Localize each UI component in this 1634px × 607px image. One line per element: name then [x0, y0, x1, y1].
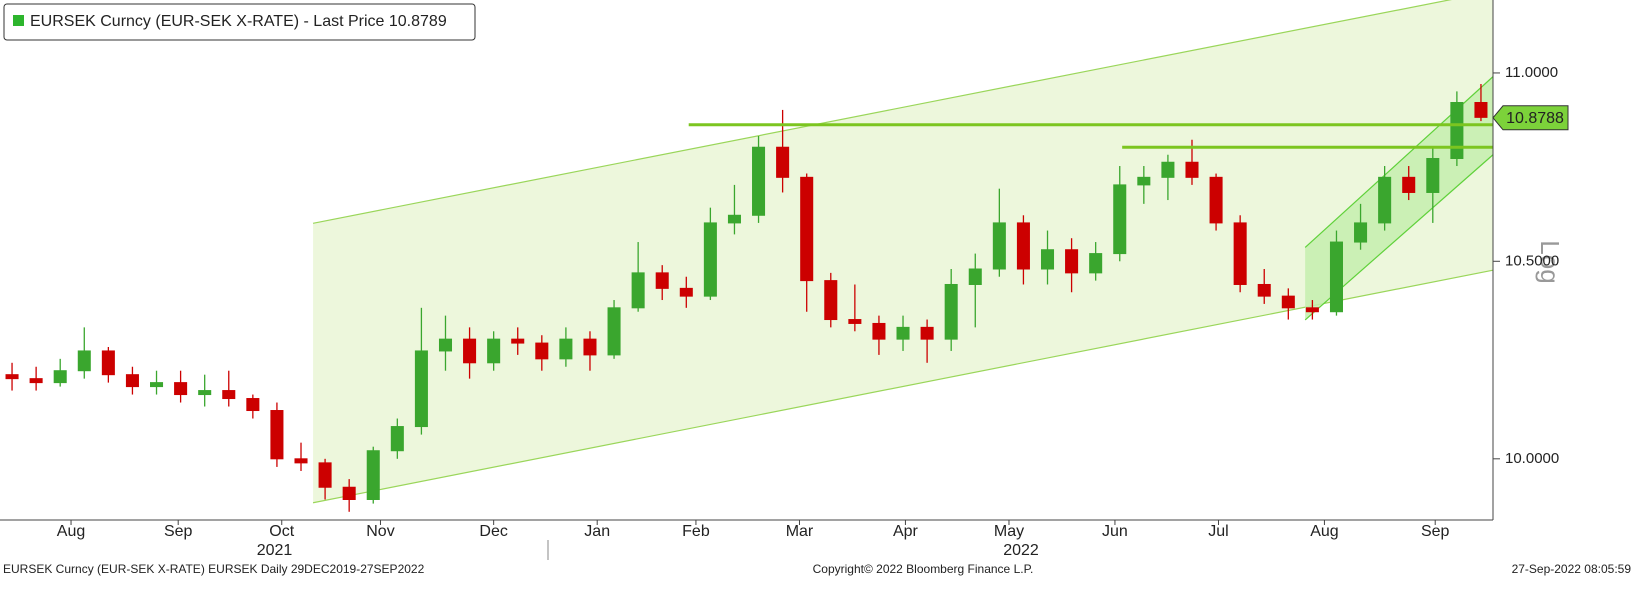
candle-body	[535, 342, 549, 360]
candle-body	[1137, 176, 1151, 186]
channel-area	[1305, 76, 1493, 320]
x-tick-label: Aug	[1310, 523, 1338, 540]
candle-body	[438, 338, 453, 352]
candle-body	[1305, 307, 1319, 313]
legend-box	[3, 3, 476, 41]
year-label: 2022	[1003, 542, 1039, 559]
candle-body	[1113, 184, 1127, 255]
x-tick-label: Jul	[1208, 523, 1228, 540]
candle-body	[1233, 222, 1247, 285]
candle-body	[125, 374, 139, 388]
candle-body	[1402, 176, 1416, 193]
candle-body	[1185, 161, 1199, 178]
candle-body	[848, 319, 862, 324]
candle-body	[222, 390, 236, 400]
candle-body	[270, 410, 284, 460]
candle-body	[992, 222, 1006, 270]
last-price-tag	[1492, 105, 1569, 131]
x-tick-label: Feb	[682, 523, 710, 540]
y-tick-label: 11.0000	[1505, 64, 1558, 81]
candle-body	[752, 146, 766, 216]
channel-line	[312, 269, 1494, 504]
candle-body	[53, 370, 67, 384]
x-tick-label: Oct	[269, 523, 294, 540]
candle-body	[776, 146, 790, 178]
candle-body	[1209, 176, 1223, 224]
candle-body	[1040, 249, 1055, 270]
candle-body	[150, 382, 164, 388]
x-tick-label: Sep	[1421, 523, 1450, 540]
candle-body	[1089, 253, 1103, 274]
candle-body	[366, 450, 380, 501]
candle-body	[1257, 283, 1271, 297]
candle-body	[920, 326, 934, 340]
candle-body	[390, 426, 404, 452]
candle-body	[198, 390, 212, 396]
candle-body	[414, 350, 428, 428]
x-tick-label: Aug	[57, 523, 85, 540]
candle-body	[679, 287, 693, 297]
candle-body	[29, 378, 43, 384]
candle-body	[824, 280, 838, 321]
legend-swatch	[13, 15, 24, 26]
x-tick-label: Apr	[893, 523, 919, 540]
candle-body	[1281, 295, 1295, 309]
candle-body	[511, 338, 525, 344]
candle-body	[1354, 222, 1368, 243]
x-tick-label: Jan	[584, 523, 610, 540]
candle-body	[174, 382, 188, 396]
candle-body	[800, 176, 814, 282]
candle-body	[607, 307, 621, 356]
candle-body	[1426, 157, 1440, 193]
y-tick-label: 10.5000	[1505, 252, 1559, 269]
last-price-label: 10.8788	[1506, 110, 1564, 127]
candle-body	[655, 272, 669, 289]
candle-body	[896, 326, 910, 340]
footer-right: 27-Sep-2022 08:05:59	[1512, 562, 1632, 576]
candle-body	[1450, 101, 1464, 159]
candle-body	[1378, 176, 1392, 224]
candle-body	[631, 272, 645, 309]
x-tick-label: Nov	[366, 523, 394, 540]
x-tick-label: May	[994, 523, 1024, 540]
candle-body	[944, 283, 958, 340]
y-tick-label: 10.0000	[1505, 450, 1559, 467]
log-label: Log	[1535, 240, 1565, 283]
candle-body	[77, 350, 91, 372]
candle-body	[583, 338, 597, 356]
legend-text: EURSEK Curncy (EUR-SEK X-RATE) - Last Pr…	[30, 13, 447, 30]
candle-body	[1329, 241, 1343, 313]
candle-body	[342, 486, 356, 501]
candle-body	[101, 350, 115, 376]
candle-body	[727, 214, 741, 224]
candle-body	[1161, 161, 1175, 178]
candle-body	[1474, 101, 1488, 118]
candle-body	[559, 338, 573, 360]
candle-body	[1016, 222, 1030, 270]
x-tick-label: Jun	[1102, 523, 1128, 540]
x-tick-label: Mar	[786, 523, 814, 540]
footer-center: Copyright© 2022 Bloomberg Finance L.P.	[813, 562, 1034, 576]
candle-body	[872, 322, 886, 340]
candle-body	[703, 222, 717, 297]
candle-body	[5, 374, 19, 380]
candle-body	[487, 338, 501, 364]
candle-layer	[5, 84, 1493, 512]
candle-body	[294, 458, 308, 464]
candle-body	[463, 338, 477, 364]
x-tick-label: Dec	[479, 523, 507, 540]
candle-body	[318, 462, 332, 488]
candle-body	[968, 268, 982, 285]
year-label: 2021	[257, 542, 293, 559]
candle-body	[1065, 249, 1079, 274]
x-tick-label: Sep	[164, 523, 193, 540]
footer-left: EURSEK Curncy (EUR-SEK X-RATE) EURSEK Da…	[3, 562, 425, 576]
candle-body	[246, 398, 260, 412]
channel-line	[312, 0, 1453, 224]
